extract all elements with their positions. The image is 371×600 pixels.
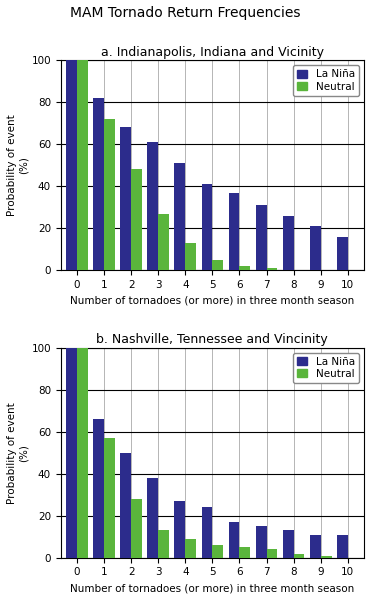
Bar [201,508,212,558]
Bar [256,205,266,271]
Y-axis label: Probability of event
(%): Probability of event (%) [7,115,29,216]
Bar [147,142,158,271]
Bar [229,522,239,558]
Bar [310,535,321,558]
Bar [283,530,293,558]
Bar [337,236,348,271]
Bar [158,214,169,271]
Bar [93,419,104,558]
Bar [201,184,212,271]
X-axis label: Number of tornadoes (or more) in three month season: Number of tornadoes (or more) in three m… [70,296,354,305]
Bar [77,60,88,271]
Bar [185,539,196,558]
Y-axis label: Probability of event
(%): Probability of event (%) [7,402,29,503]
Bar [239,547,250,558]
Bar [310,226,321,271]
Title: a. Indianapolis, Indiana and Vicinity: a. Indianapolis, Indiana and Vicinity [101,46,324,59]
Bar [256,526,266,558]
Bar [158,530,169,558]
Bar [120,452,131,558]
Title: b. Nashville, Tennessee and Vincinity: b. Nashville, Tennessee and Vincinity [96,334,328,346]
Bar [185,243,196,271]
Bar [266,550,278,558]
Bar [131,499,142,558]
Bar [120,127,131,271]
Bar [66,347,77,558]
Bar [293,554,305,558]
Bar [229,193,239,271]
X-axis label: Number of tornadoes (or more) in three month season: Number of tornadoes (or more) in three m… [70,583,354,593]
Bar [104,438,115,558]
Text: MAM Tornado Return Frequencies: MAM Tornado Return Frequencies [70,6,301,20]
Bar [337,535,348,558]
Bar [321,556,332,558]
Bar [239,266,250,271]
Bar [104,119,115,271]
Bar [174,163,185,271]
Bar [147,478,158,558]
Bar [131,169,142,271]
Bar [66,60,77,271]
Bar [77,347,88,558]
Bar [212,260,223,271]
Bar [93,98,104,271]
Bar [266,268,278,271]
Bar [283,215,293,271]
Legend: La Niña, Neutral: La Niña, Neutral [293,353,359,383]
Bar [174,501,185,558]
Bar [212,545,223,558]
Legend: La Niña, Neutral: La Niña, Neutral [293,65,359,95]
